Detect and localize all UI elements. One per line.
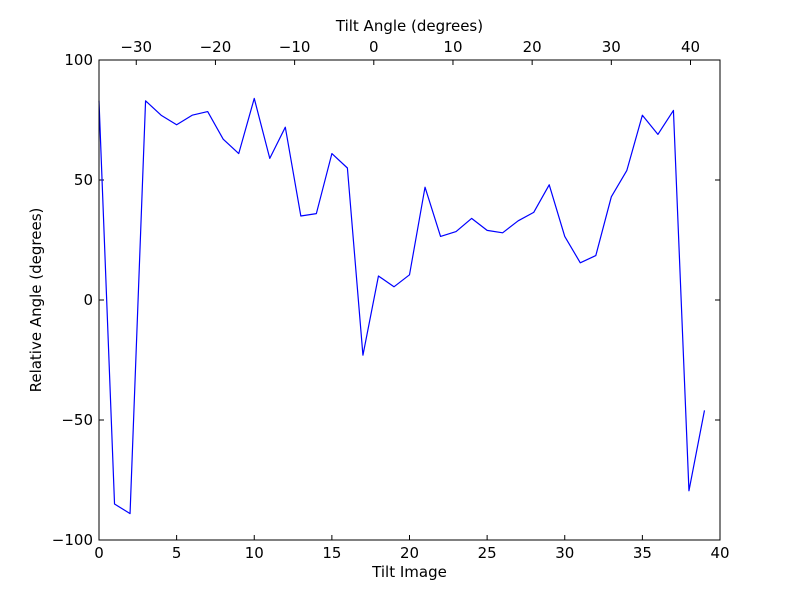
top-tick-label: 0 — [369, 38, 379, 56]
data-point — [487, 230, 488, 231]
y-tick-label: 0 — [83, 291, 93, 309]
plot-layer: 0 5 10 15 20 25 30 35 40−30 −20 −10 0 10 20 30 40−100−5… — [52, 38, 730, 562]
top-tick-label: 10 — [443, 38, 462, 56]
x-tick-label: 15 — [322, 544, 341, 562]
y-tick-label: −100 — [52, 531, 93, 549]
data-point — [471, 218, 472, 219]
data-point — [207, 111, 208, 112]
x-tick-label: 35 — [633, 544, 652, 562]
data-point — [533, 212, 534, 213]
x-tick-label: 5 — [172, 544, 182, 562]
top-tick-label: 20 — [523, 38, 542, 56]
data-point — [673, 110, 674, 111]
data-point — [549, 184, 550, 185]
data-point — [642, 115, 643, 116]
data-point — [223, 139, 224, 140]
data-point — [114, 503, 115, 504]
data-point — [502, 232, 503, 233]
series-line — [98, 97, 706, 515]
data-point — [564, 236, 565, 237]
x-tick-label: 40 — [710, 544, 729, 562]
data-point — [129, 513, 130, 514]
data-point — [518, 220, 519, 221]
data-point — [455, 231, 456, 232]
top-x-axis-label: Tilt Angle (degrees) — [335, 17, 483, 35]
data-point — [238, 153, 239, 154]
x-tick-label: 20 — [400, 544, 419, 562]
data-point — [611, 196, 612, 197]
data-point — [331, 153, 332, 154]
data-point — [626, 170, 627, 171]
data-point — [285, 127, 286, 128]
y-axis-label: Relative Angle (degrees) — [27, 208, 45, 393]
data-point — [145, 100, 146, 101]
data-point — [704, 410, 705, 411]
data-point — [409, 274, 410, 275]
top-tick-label: −20 — [200, 38, 232, 56]
top-tick-label: −10 — [279, 38, 311, 56]
data-point — [657, 134, 658, 135]
data-point — [595, 255, 596, 256]
data-point — [424, 187, 425, 188]
data-point — [269, 158, 270, 159]
y-tick-label: 100 — [64, 51, 93, 69]
top-tick-label: −30 — [120, 38, 152, 56]
data-point — [316, 213, 317, 214]
plot-frame — [98, 59, 721, 541]
x-tick-label: 0 — [94, 544, 104, 562]
top-tick-label: 30 — [602, 38, 621, 56]
data-point — [347, 167, 348, 168]
data-point — [362, 355, 363, 356]
y-tick-label: −50 — [61, 411, 93, 429]
x-tick-label: 30 — [555, 544, 574, 562]
data-point — [176, 124, 177, 125]
y-tick-label: 50 — [74, 171, 93, 189]
x-tick-label: 25 — [478, 544, 497, 562]
data-point — [393, 286, 394, 287]
data-point — [192, 115, 193, 116]
data-point — [440, 236, 441, 237]
data-point — [254, 98, 255, 99]
top-tick-label: 40 — [681, 38, 700, 56]
data-point — [161, 115, 162, 116]
data-point — [378, 275, 379, 276]
data-point — [580, 262, 581, 263]
x-tick-label: 10 — [245, 544, 264, 562]
data-point — [688, 490, 689, 491]
data-point — [300, 215, 301, 216]
x-axis-label: Tilt Image — [371, 563, 447, 581]
